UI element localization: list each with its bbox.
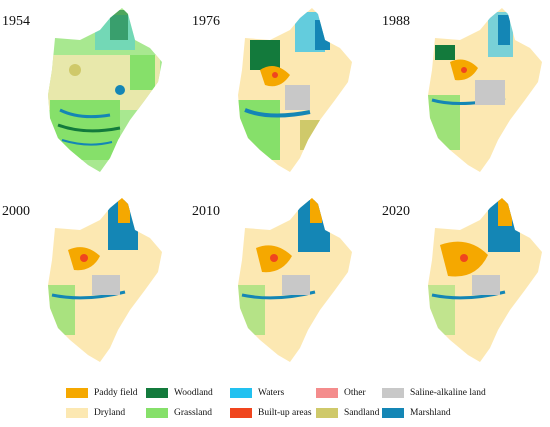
legend-swatch [382, 408, 404, 418]
map-panel-1976: 1976 [190, 0, 370, 180]
legend-label: Other [344, 388, 366, 398]
year-label: 1988 [382, 14, 410, 29]
legend: Paddy field Dryland Woodland Grassland W… [66, 387, 506, 425]
land-use-map [238, 198, 352, 362]
legend-label: Built-up areas [258, 408, 312, 418]
legend-swatch [66, 408, 88, 418]
land-use-map [428, 198, 542, 362]
land-use-map [48, 198, 162, 362]
legend-swatch [146, 388, 168, 398]
legend-swatch [66, 388, 88, 398]
legend-swatch [146, 408, 168, 418]
legend-label: Dryland [94, 408, 126, 418]
legend-swatch [230, 388, 252, 398]
map-panel-2010: 2010 [190, 190, 370, 380]
year-label: 1976 [192, 14, 220, 29]
land-use-map [238, 8, 352, 172]
legend-label: Woodland [174, 388, 213, 398]
land-use-map [48, 8, 162, 172]
legend-label: Saline-alkaline land [410, 388, 486, 398]
legend-label: Sandland [344, 408, 380, 418]
map-panel-1988: 1988 [380, 0, 550, 180]
legend-swatch [382, 388, 404, 398]
year-label: 2010 [192, 204, 220, 219]
map-panel-2020: 2020 [380, 190, 550, 380]
legend-swatch [316, 408, 338, 418]
legend-swatch [316, 388, 338, 398]
legend-label: Grassland [174, 408, 212, 418]
year-label: 2020 [382, 204, 410, 219]
legend-label: Waters [258, 388, 285, 398]
year-label: 1954 [2, 14, 30, 29]
map-panel-2000: 2000 [0, 190, 180, 380]
legend-swatch [230, 408, 252, 418]
legend-label: Marshland [410, 408, 451, 418]
year-label: 2000 [2, 204, 30, 219]
land-use-map [428, 8, 542, 172]
map-panel-1954: 1954 [0, 0, 180, 180]
legend-label: Paddy field [94, 388, 138, 398]
